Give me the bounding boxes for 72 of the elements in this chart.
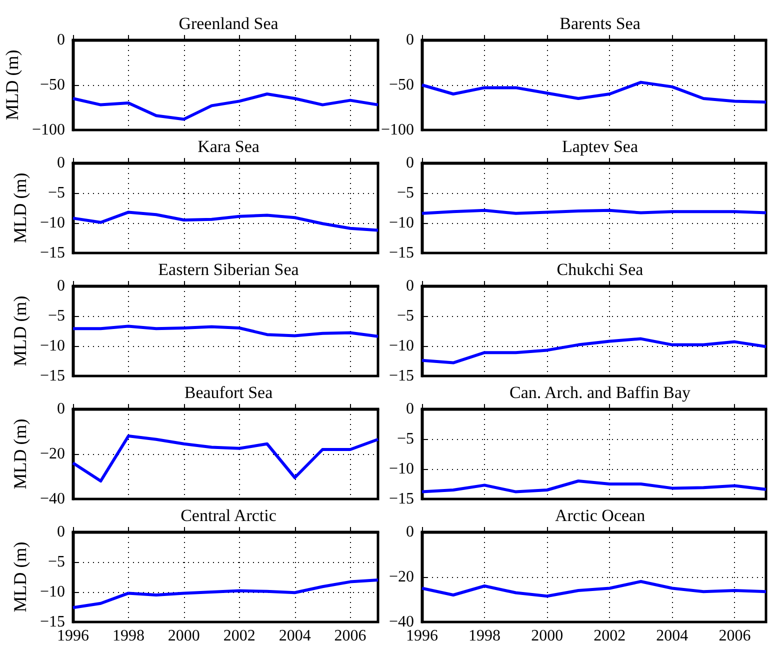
y-tick-label: 0 [57,154,65,172]
chart-title: Eastern Siberian Sea [158,260,300,279]
y-tick-label: −10 [388,460,414,478]
line-series [420,580,768,598]
line-series [72,434,380,482]
line-series [420,480,768,494]
y-tick-label: −15 [388,244,414,262]
y-tick-label: −5 [48,184,65,202]
y-tick-label: 0 [406,154,414,172]
x-tick-label: 2004 [278,628,311,644]
chart-title: Arctic Ocean [554,506,646,525]
chart-title: Central Arctic [180,506,277,525]
y-tick-label: 0 [406,524,414,540]
y-tick-label: −15 [40,368,65,384]
y-tick-label: −5 [396,184,414,202]
y-axis-title: MLD (m) [10,172,30,244]
x-tick-label: 2000 [168,628,200,644]
y-tick-label: −10 [40,214,65,232]
y-tick-label: −5 [396,430,414,448]
y-tick-label: 0 [406,400,414,418]
y-tick-label: −15 [388,368,414,384]
x-tick-label: 2002 [594,628,626,644]
y-tick-label: −10 [388,338,414,354]
x-tick-label: 2006 [718,628,751,644]
x-tick-label: 2004 [656,628,688,644]
line-series [72,92,380,121]
chart-title: Chukchi Sea [556,260,644,279]
y-tick-label: −10 [40,584,65,600]
y-tick-label: −20 [388,568,414,586]
y-tick-label: 0 [57,32,65,48]
y-tick-label: −5 [396,308,414,324]
y-tick-label: 0 [406,32,414,48]
y-tick-label: −15 [40,244,65,262]
x-tick-label: 1998 [112,628,144,644]
x-tick-label: 2006 [334,628,366,644]
y-tick-label: −15 [40,614,65,630]
y-axis-title: MLD (m) [10,296,30,366]
y-tick-label: −5 [48,308,65,324]
x-tick-label: 2000 [531,628,564,644]
line-series [420,80,768,104]
y-tick-label: −100 [380,122,414,138]
y-axis-title: MLD (m) [2,50,22,120]
x-tick-label: 2002 [223,628,256,644]
y-axis-title: MLD (m) [10,542,30,612]
line-series [72,210,380,232]
y-tick-label: 0 [57,524,65,540]
y-tick-label: −10 [388,214,414,232]
y-tick-label: −5 [48,554,65,570]
chart-title: Laptev Sea [562,137,638,156]
line-series [420,337,768,364]
y-axis-title: MLD (m) [10,418,30,490]
line-series [72,578,380,610]
x-tick-label: 1996 [57,628,89,644]
chart-title: Greenland Sea [178,14,279,33]
y-tick-label: 0 [57,278,65,294]
chart-title: Can. Arch. and Baffin Bay [510,383,691,402]
y-tick-label: −100 [32,122,65,138]
y-tick-label: 0 [406,278,414,294]
y-tick-label: −15 [388,490,414,508]
y-tick-label: −50 [388,76,414,94]
chart-title: Barents Sea [560,14,641,33]
y-tick-label: −40 [388,614,414,630]
y-tick-label: −40 [40,490,65,508]
chart-title: Kara Sea [198,137,260,156]
y-tick-label: 0 [57,400,65,418]
y-tick-label: −10 [40,338,65,354]
y-tick-label: −20 [40,446,65,462]
y-tick-label: −50 [40,76,65,94]
x-tick-label: 1996 [406,628,438,644]
x-tick-label: 1998 [468,628,501,644]
chart-title: Beaufort Sea [184,383,274,402]
line-series [72,324,380,338]
